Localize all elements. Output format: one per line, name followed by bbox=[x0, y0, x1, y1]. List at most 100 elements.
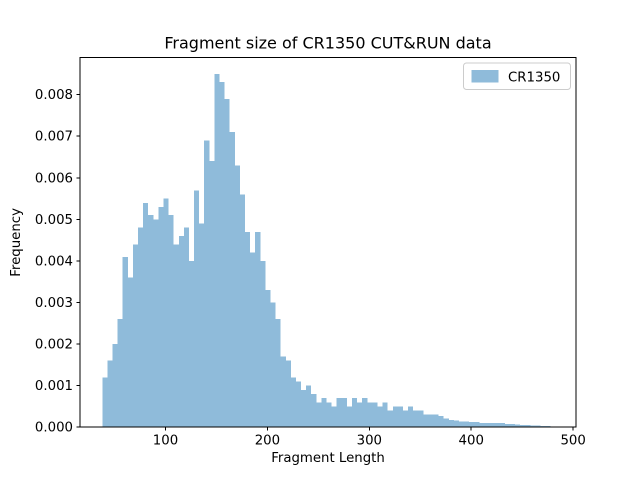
histogram-bar bbox=[234, 165, 240, 428]
histogram-bar bbox=[148, 215, 154, 428]
histogram-bar bbox=[143, 202, 149, 428]
histogram-bar bbox=[474, 422, 480, 428]
histogram-bar bbox=[137, 227, 144, 428]
histogram-bar bbox=[469, 422, 475, 428]
legend-label: CR1350 bbox=[508, 71, 560, 86]
histogram-bar bbox=[372, 402, 378, 428]
histogram-bar bbox=[459, 421, 465, 428]
histogram-bar bbox=[214, 73, 220, 428]
x-tick-label: 400 bbox=[459, 434, 484, 449]
histogram-bar bbox=[515, 424, 521, 428]
histogram-bars-series bbox=[102, 73, 551, 428]
histogram-bar bbox=[535, 425, 541, 428]
histogram-bar bbox=[316, 402, 322, 428]
histogram-bar bbox=[153, 219, 159, 428]
histogram-bar bbox=[117, 319, 123, 428]
histogram-bar bbox=[464, 421, 470, 428]
histogram-bar bbox=[199, 223, 205, 428]
histogram-bar bbox=[158, 206, 164, 428]
histogram-bar bbox=[484, 423, 490, 428]
histogram-bar bbox=[453, 420, 460, 428]
histogram-bar bbox=[127, 277, 133, 428]
x-tick-label: 300 bbox=[357, 434, 382, 449]
histogram-bar bbox=[418, 410, 424, 428]
y-tick-label: 0.001 bbox=[35, 379, 73, 394]
x-axis: 100 200 300 400 500 bbox=[153, 427, 586, 449]
histogram-bar bbox=[260, 260, 266, 428]
histogram-bar bbox=[280, 356, 286, 428]
histogram-bar bbox=[270, 302, 276, 428]
x-tick-label: 500 bbox=[560, 434, 585, 449]
x-axis-label: Fragment Length bbox=[271, 451, 385, 466]
histogram-bar bbox=[321, 398, 327, 428]
histogram-bar bbox=[275, 319, 281, 428]
histogram-bar bbox=[352, 398, 358, 428]
histogram-bar bbox=[392, 406, 398, 428]
histogram-bar bbox=[402, 410, 409, 428]
x-tick-label: 200 bbox=[255, 434, 280, 449]
histogram-bar bbox=[545, 425, 551, 428]
y-tick-label: 0.007 bbox=[35, 130, 73, 145]
histogram-bar bbox=[362, 398, 368, 428]
legend-swatch bbox=[471, 70, 499, 83]
histogram-bar bbox=[122, 256, 128, 428]
histogram-bar bbox=[295, 381, 302, 428]
histogram-bar bbox=[443, 418, 449, 428]
histogram-bar bbox=[244, 231, 251, 428]
histogram-bar bbox=[530, 425, 536, 428]
y-tick-label: 0.006 bbox=[35, 171, 73, 186]
y-tick-label: 0.004 bbox=[35, 254, 73, 269]
histogram-bar bbox=[183, 227, 189, 428]
chart-title: Fragment size of CR1350 CUT&RUN data bbox=[164, 34, 491, 53]
histogram-bar bbox=[255, 231, 261, 428]
histogram-bar bbox=[194, 190, 200, 428]
histogram-bar bbox=[336, 398, 342, 428]
histogram-bar bbox=[301, 389, 307, 428]
y-tick-label: 0.005 bbox=[35, 213, 73, 228]
histogram-bar bbox=[229, 132, 235, 428]
histogram-bar bbox=[408, 406, 414, 428]
histogram-bar bbox=[525, 425, 531, 428]
histogram-bar bbox=[102, 377, 108, 428]
y-tick-label: 0.002 bbox=[35, 338, 73, 353]
histogram-bar bbox=[504, 423, 510, 428]
histogram-bar bbox=[387, 410, 393, 428]
y-axis-label: Frequency bbox=[9, 208, 24, 277]
histogram-bar bbox=[311, 393, 317, 428]
histogram-bar bbox=[438, 415, 444, 428]
histogram-bar bbox=[209, 161, 215, 428]
histogram-bar bbox=[250, 252, 256, 428]
y-tick-label: 0.003 bbox=[35, 296, 73, 311]
y-tick-label: 0.000 bbox=[35, 421, 73, 436]
histogram-bar bbox=[367, 402, 373, 428]
histogram-bar bbox=[489, 423, 495, 428]
histogram-bar bbox=[397, 406, 403, 428]
histogram-bar bbox=[163, 198, 169, 428]
histogram-bar bbox=[382, 402, 388, 428]
histogram-bar bbox=[107, 360, 113, 428]
histogram-bar bbox=[433, 414, 439, 428]
histogram-bar bbox=[290, 377, 296, 428]
legend-box bbox=[463, 62, 571, 90]
histogram-bar bbox=[239, 194, 245, 428]
histogram-bar bbox=[326, 402, 332, 428]
histogram-bar bbox=[341, 398, 347, 428]
x-tick-label: 100 bbox=[153, 434, 178, 449]
axes-spines bbox=[79, 57, 577, 428]
legend: CR1350 bbox=[463, 62, 571, 90]
histogram-bar bbox=[204, 140, 210, 428]
histogram-bar bbox=[265, 290, 271, 428]
histogram-bar bbox=[520, 425, 526, 428]
histogram-bar bbox=[219, 82, 225, 428]
y-tick-label: 0.008 bbox=[35, 88, 73, 103]
histogram-bar bbox=[494, 423, 500, 428]
histogram-bar bbox=[509, 423, 516, 428]
histogram-bar bbox=[132, 244, 138, 428]
histogram-bar bbox=[178, 236, 184, 428]
histogram-bar bbox=[377, 406, 383, 428]
histogram-bar bbox=[448, 420, 454, 428]
histogram-bar bbox=[499, 423, 505, 428]
histogram-bar bbox=[357, 402, 363, 428]
